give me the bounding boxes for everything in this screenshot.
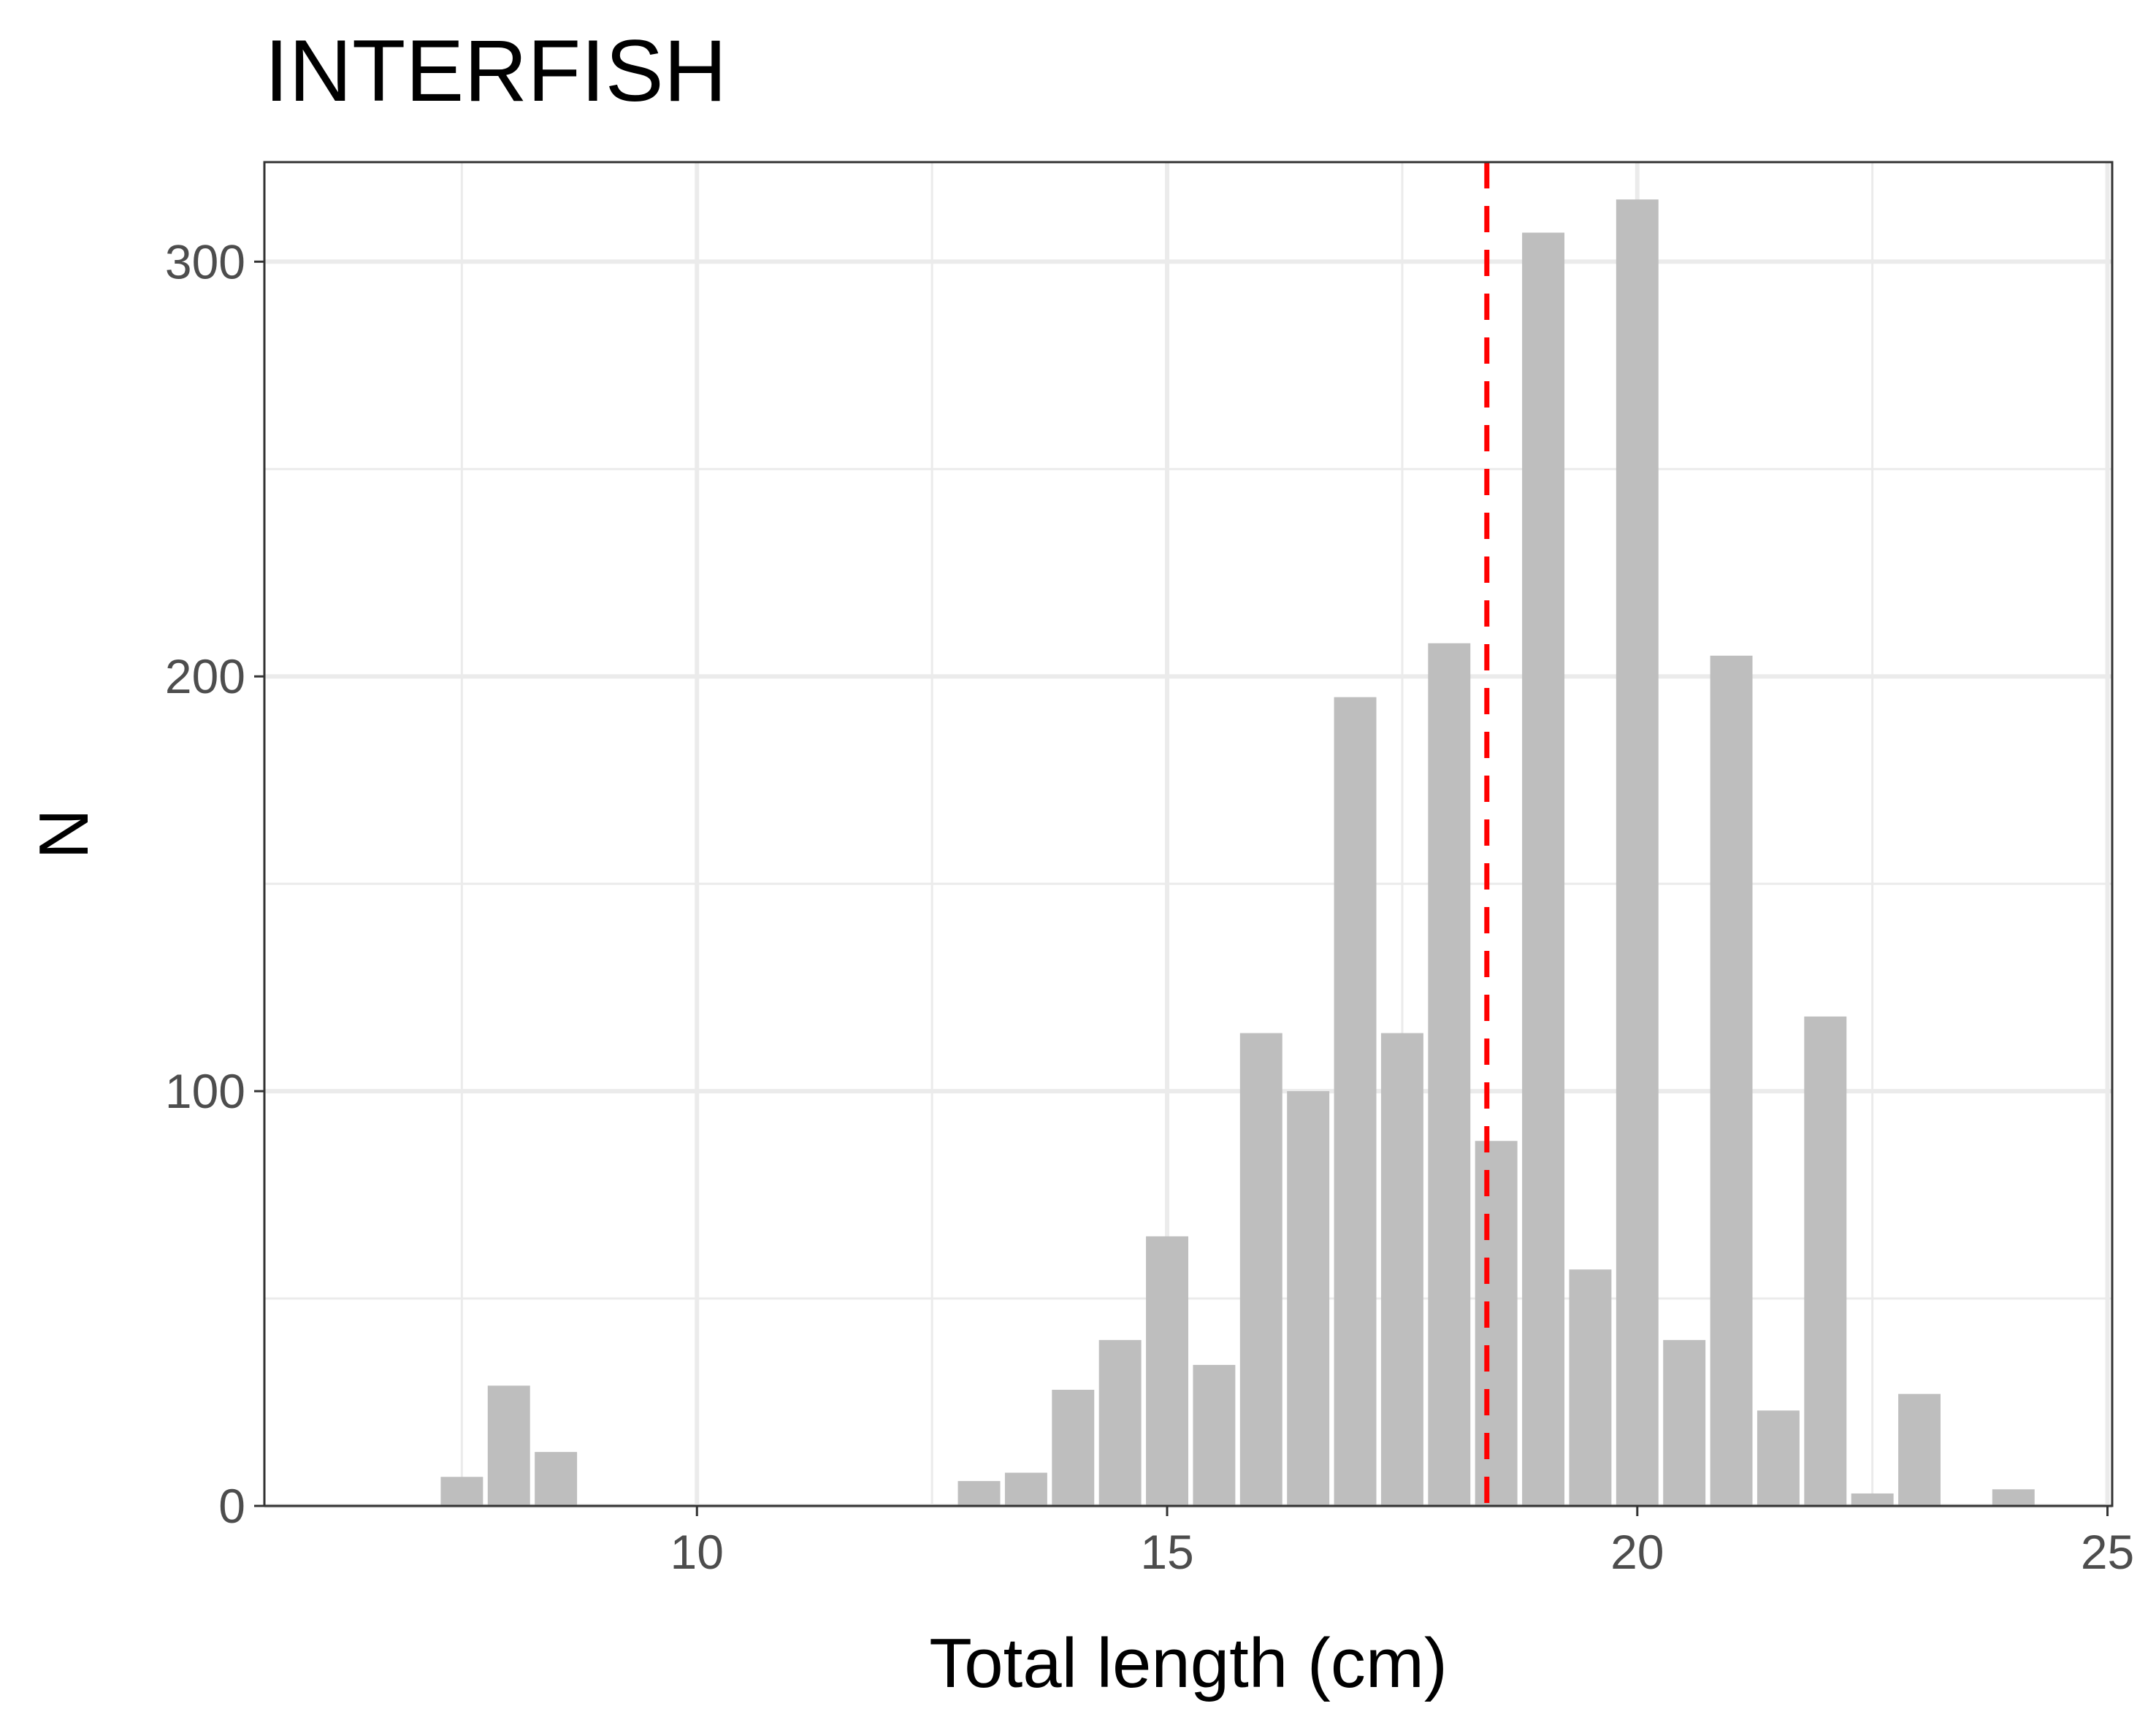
bar — [1193, 1364, 1236, 1506]
bar — [1569, 1269, 1612, 1506]
x-axis: 10 15 20 25 — [670, 1506, 2134, 1579]
y-axis: 0 100 200 300 — [165, 234, 264, 1533]
bar — [1851, 1493, 1894, 1506]
y-axis-title: N — [25, 808, 103, 859]
x-axis-title: Total length (cm) — [929, 1624, 1448, 1702]
bar — [1052, 1389, 1095, 1506]
bar — [1239, 1033, 1282, 1506]
bar — [1663, 1339, 1706, 1506]
bar — [535, 1452, 578, 1506]
bar — [1804, 1016, 1847, 1506]
bar — [1522, 232, 1565, 1506]
bar — [1098, 1339, 1142, 1506]
bar — [487, 1385, 530, 1506]
bar — [1004, 1472, 1047, 1506]
y-tick-label: 100 — [165, 1064, 245, 1118]
x-tick-label: 20 — [1610, 1525, 1664, 1579]
bar — [1428, 643, 1471, 1507]
bar — [1616, 199, 1659, 1507]
x-tick-label: 15 — [1140, 1525, 1193, 1579]
bar — [1992, 1489, 2035, 1506]
bar — [1146, 1236, 1188, 1506]
panel-border — [263, 161, 2114, 1507]
bar — [440, 1477, 483, 1506]
bar — [1334, 697, 1377, 1507]
chart-title: INTERFISH — [264, 22, 727, 120]
y-tick-label: 300 — [165, 234, 245, 288]
bar — [1380, 1033, 1423, 1506]
bar — [1756, 1410, 1800, 1506]
x-tick-label: 25 — [2081, 1525, 2134, 1579]
y-tick-label: 200 — [165, 649, 245, 703]
x-tick-label: 10 — [670, 1525, 724, 1579]
bar — [1710, 655, 1753, 1506]
bars — [440, 199, 2035, 1507]
bar — [1475, 1141, 1518, 1506]
bar — [957, 1480, 1001, 1506]
bar — [1898, 1393, 1941, 1506]
bar — [1287, 1091, 1330, 1506]
y-tick-label: 0 — [218, 1479, 245, 1533]
